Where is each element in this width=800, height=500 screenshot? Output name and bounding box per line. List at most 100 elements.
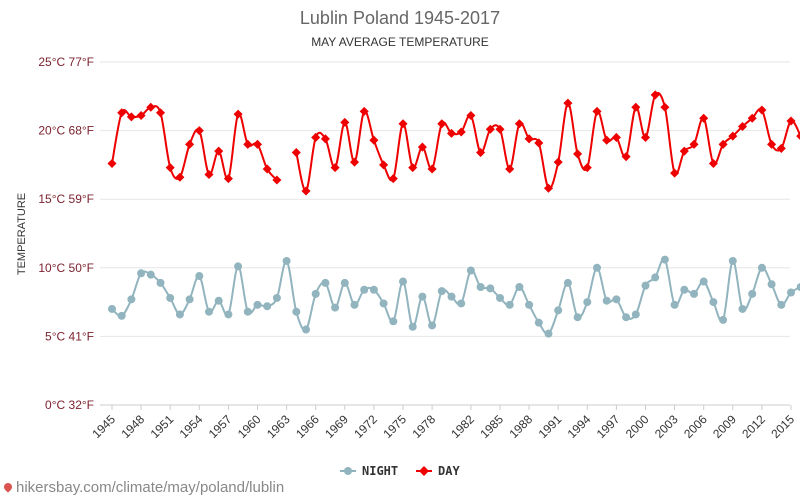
night-point[interactable] bbox=[166, 293, 175, 302]
day-point[interactable] bbox=[146, 102, 156, 112]
night-point[interactable] bbox=[757, 263, 766, 272]
night-point[interactable] bbox=[670, 300, 679, 309]
day-point[interactable] bbox=[388, 174, 398, 184]
night-point[interactable] bbox=[253, 300, 262, 309]
night-point[interactable] bbox=[641, 281, 650, 290]
night-point[interactable] bbox=[651, 273, 660, 282]
day-point[interactable] bbox=[718, 139, 728, 149]
night-point[interactable] bbox=[185, 295, 194, 304]
night-point[interactable] bbox=[563, 278, 572, 287]
night-point[interactable] bbox=[331, 303, 340, 312]
night-point[interactable] bbox=[787, 288, 795, 297]
day-point[interactable] bbox=[437, 119, 447, 129]
night-point[interactable] bbox=[602, 296, 611, 305]
day-point[interactable] bbox=[185, 139, 195, 149]
night-point[interactable] bbox=[457, 299, 466, 308]
night-point[interactable] bbox=[690, 289, 698, 298]
night-point[interactable] bbox=[408, 322, 417, 331]
night-point[interactable] bbox=[156, 278, 165, 287]
night-point[interactable] bbox=[631, 310, 640, 319]
day-point[interactable] bbox=[204, 169, 214, 180]
night-point[interactable] bbox=[205, 307, 213, 316]
day-point[interactable] bbox=[524, 134, 534, 144]
night-point[interactable] bbox=[544, 329, 553, 338]
day-point[interactable] bbox=[272, 175, 282, 185]
day-point[interactable] bbox=[640, 132, 651, 142]
night-point[interactable] bbox=[321, 278, 330, 287]
day-point[interactable] bbox=[670, 168, 680, 178]
day-point[interactable] bbox=[602, 135, 612, 145]
night-point[interactable] bbox=[593, 263, 601, 272]
day-point[interactable] bbox=[563, 98, 573, 108]
night-point[interactable] bbox=[709, 298, 718, 307]
day-point[interactable] bbox=[417, 142, 427, 152]
night-point[interactable] bbox=[699, 277, 708, 286]
night-point[interactable] bbox=[137, 269, 146, 278]
day-point[interactable] bbox=[252, 139, 263, 149]
night-point[interactable] bbox=[369, 285, 378, 294]
day-point[interactable] bbox=[223, 174, 233, 184]
day-point[interactable] bbox=[660, 102, 670, 112]
legend-item-day[interactable]: DAY bbox=[416, 464, 460, 478]
night-point[interactable] bbox=[350, 300, 359, 309]
night-point[interactable] bbox=[777, 300, 786, 309]
day-point[interactable] bbox=[194, 126, 204, 136]
night-point[interactable] bbox=[719, 315, 728, 324]
night-point[interactable] bbox=[117, 311, 126, 320]
night-point[interactable] bbox=[505, 300, 514, 309]
legend-item-night[interactable]: NIGHT bbox=[340, 464, 398, 478]
night-point[interactable] bbox=[738, 304, 747, 313]
day-point[interactable] bbox=[165, 163, 175, 173]
night-point[interactable] bbox=[612, 295, 621, 304]
night-point[interactable] bbox=[175, 310, 184, 319]
night-point[interactable] bbox=[263, 302, 272, 311]
night-point[interactable] bbox=[428, 321, 437, 330]
day-point[interactable] bbox=[175, 172, 185, 182]
day-point[interactable] bbox=[398, 119, 408, 129]
day-point[interactable] bbox=[379, 160, 389, 170]
day-point[interactable] bbox=[553, 157, 563, 167]
day-point[interactable] bbox=[650, 90, 660, 100]
day-point[interactable] bbox=[796, 131, 800, 141]
night-point[interactable] bbox=[302, 325, 310, 334]
day-point[interactable] bbox=[311, 132, 321, 142]
day-point[interactable] bbox=[456, 127, 466, 137]
night-point[interactable] bbox=[360, 285, 369, 294]
night-point[interactable] bbox=[146, 270, 155, 279]
day-point[interactable] bbox=[505, 164, 515, 174]
night-point[interactable] bbox=[214, 296, 223, 305]
night-point[interactable] bbox=[583, 298, 592, 307]
day-point[interactable] bbox=[757, 105, 767, 115]
day-point[interactable] bbox=[340, 117, 350, 127]
night-point[interactable] bbox=[466, 266, 475, 275]
night-point[interactable] bbox=[496, 293, 504, 302]
day-point[interactable] bbox=[107, 159, 117, 169]
night-point[interactable] bbox=[224, 310, 233, 319]
night-point[interactable] bbox=[748, 289, 757, 298]
night-point[interactable] bbox=[418, 292, 427, 301]
night-point[interactable] bbox=[272, 293, 281, 302]
night-point[interactable] bbox=[767, 280, 776, 289]
day-point[interactable] bbox=[514, 119, 524, 129]
day-point[interactable] bbox=[369, 135, 379, 145]
night-point[interactable] bbox=[660, 255, 669, 264]
day-point[interactable] bbox=[573, 149, 583, 159]
night-point[interactable] bbox=[515, 283, 524, 292]
day-point[interactable] bbox=[320, 134, 330, 144]
night-point[interactable] bbox=[292, 307, 301, 316]
night-point[interactable] bbox=[486, 284, 495, 293]
day-point[interactable] bbox=[214, 146, 224, 156]
night-point[interactable] bbox=[437, 287, 446, 296]
night-point[interactable] bbox=[340, 278, 349, 287]
night-point[interactable] bbox=[622, 313, 631, 322]
day-point[interactable] bbox=[291, 148, 301, 158]
night-point[interactable] bbox=[282, 256, 291, 265]
day-point[interactable] bbox=[359, 106, 369, 116]
day-point[interactable] bbox=[155, 108, 166, 118]
day-point[interactable] bbox=[466, 110, 476, 121]
night-point[interactable] bbox=[554, 306, 563, 315]
night-point[interactable] bbox=[573, 313, 582, 322]
day-point[interactable] bbox=[485, 124, 495, 134]
night-point[interactable] bbox=[534, 318, 543, 327]
night-point[interactable] bbox=[379, 299, 388, 308]
